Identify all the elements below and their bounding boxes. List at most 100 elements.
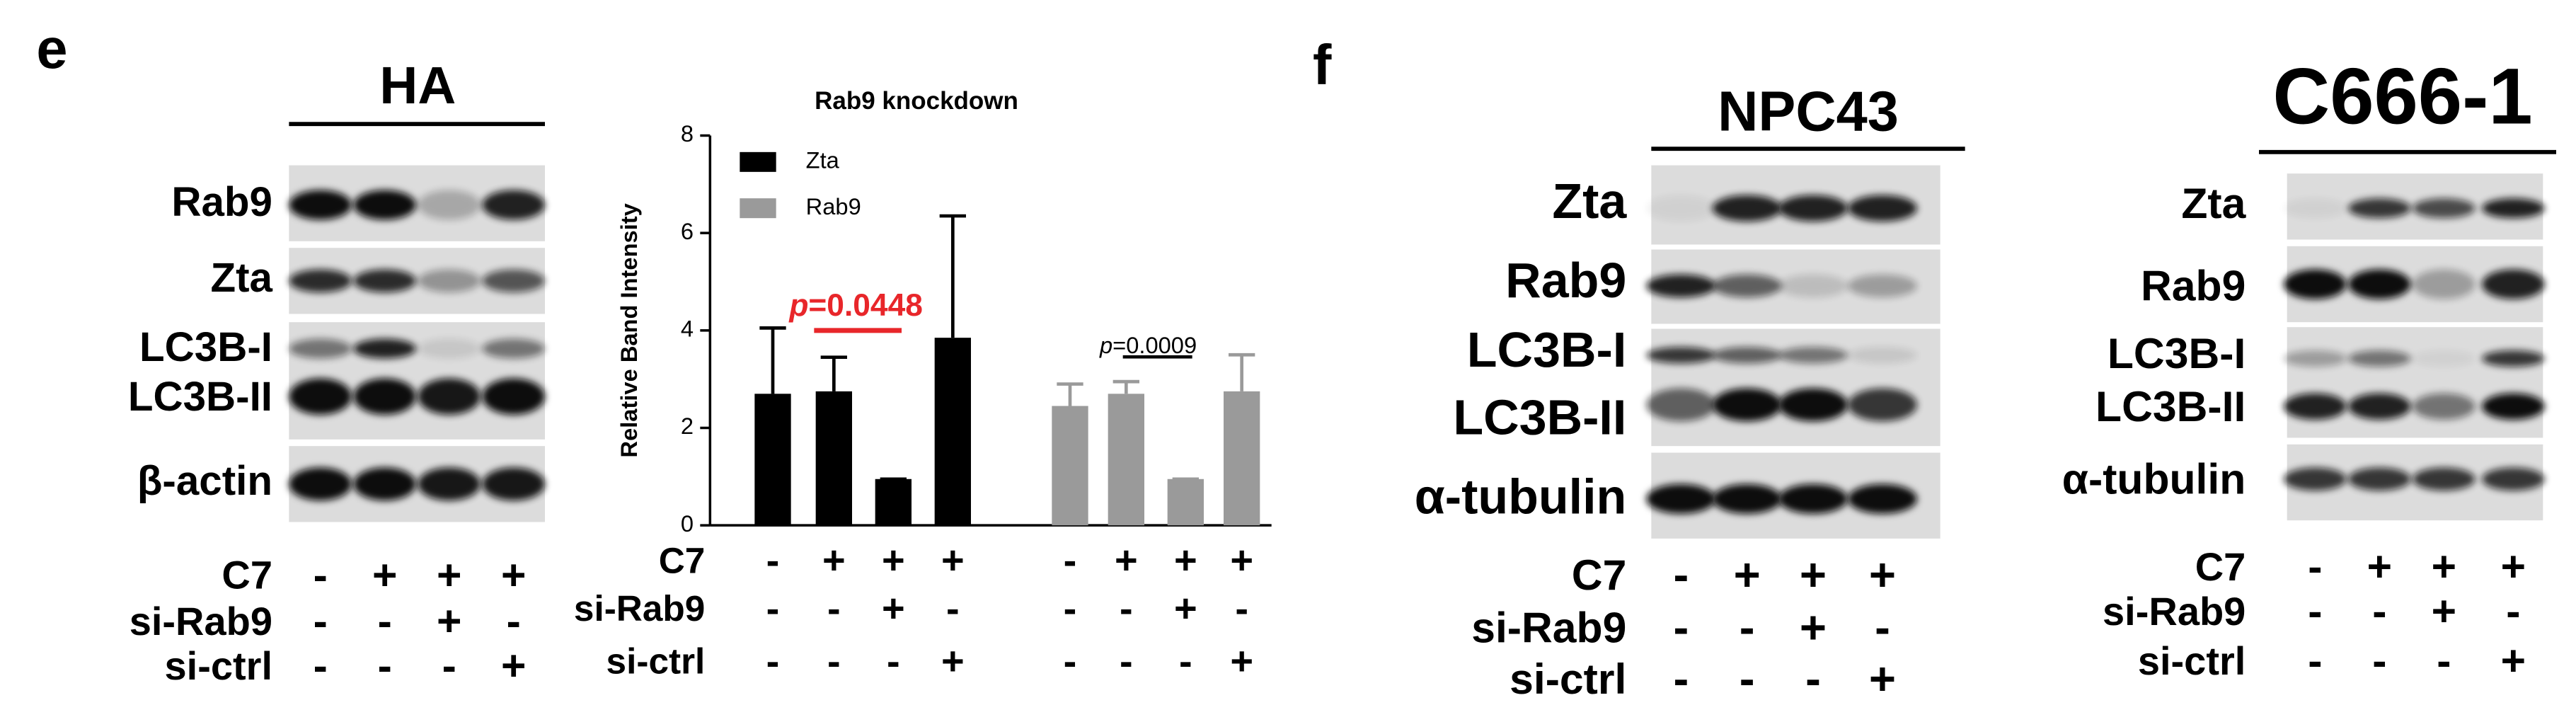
treatment-sign: +	[1800, 549, 1827, 600]
p-value: p=0.0009	[1099, 332, 1197, 358]
treatment-sign: +	[1869, 549, 1896, 600]
p-symbol: p	[788, 288, 808, 323]
y-tick-label: 4	[681, 315, 694, 341]
error-bar	[1112, 379, 1139, 394]
treatment-label: C7	[222, 553, 272, 597]
treatment-sign: -	[766, 638, 780, 683]
blot-band	[1646, 274, 1716, 298]
chart-title: Rab9 knockdown	[815, 87, 1018, 115]
treatment-label: si-ctrl	[165, 643, 272, 688]
blot-band	[1646, 347, 1716, 364]
blot-band	[2413, 467, 2476, 491]
bar	[1052, 406, 1088, 526]
y-tick-label: 0	[681, 510, 694, 537]
panel-letter: e	[36, 17, 67, 80]
bar	[815, 391, 852, 526]
treatment-label: si-Rab9	[2103, 589, 2246, 634]
treatment-sign: -	[1805, 653, 1821, 704]
p-symbol: p	[1099, 332, 1112, 358]
blot-band	[2482, 467, 2545, 491]
treatment-sign: -	[378, 597, 392, 645]
blot-band	[2413, 198, 2476, 219]
treatment-sign: -	[766, 585, 780, 630]
blot-band	[1646, 195, 1716, 222]
treatment-sign: -	[314, 641, 328, 689]
blot-title: C666-1	[2272, 52, 2532, 140]
blot-band	[289, 190, 352, 220]
blot-band	[2413, 350, 2476, 367]
blot-band	[418, 467, 481, 501]
blot-band	[1848, 388, 1917, 422]
treatment-sign: -	[1120, 638, 1133, 683]
treatment-sign: +	[2432, 587, 2456, 635]
error-bar	[759, 326, 786, 394]
treatment-sign: +	[941, 638, 965, 683]
blot-band	[2348, 269, 2411, 299]
treatment-sign: -	[314, 551, 328, 599]
row-label: Rab9	[2141, 262, 2246, 310]
blot-band	[2284, 467, 2347, 491]
y-tick-label: 6	[681, 218, 694, 244]
treatment-sign: -	[2308, 636, 2322, 684]
treatment-sign: +	[1174, 538, 1197, 583]
treatment-sign: +	[941, 538, 965, 583]
treatment-sign: -	[2372, 636, 2386, 684]
blot-band	[289, 338, 352, 359]
blot-band	[1712, 274, 1782, 298]
blot-band	[1778, 195, 1848, 222]
blot-band	[482, 269, 545, 293]
treatment-sign: +	[2432, 542, 2456, 590]
blot-band	[482, 467, 545, 501]
treatment-sign: +	[1734, 549, 1761, 600]
p-text: =0.0448	[808, 288, 922, 323]
blot-band	[2348, 393, 2411, 420]
row-label: Zta	[211, 255, 273, 301]
treatment-sign: +	[1115, 538, 1138, 583]
row-label: LC3B-I	[2108, 329, 2246, 377]
treatment-sign: +	[2367, 542, 2392, 590]
panel-letter: f	[1313, 33, 1332, 96]
error-bar	[939, 214, 966, 338]
blot-band	[482, 338, 545, 359]
treatment-sign: -	[827, 638, 841, 683]
treatment-sign: -	[1875, 602, 1890, 653]
bar	[1108, 394, 1144, 526]
legend-swatch	[740, 151, 776, 172]
treatment-sign: +	[372, 551, 397, 599]
treatment-sign: +	[1230, 538, 1253, 583]
blot-band	[2413, 269, 2476, 299]
bar	[875, 479, 912, 526]
treatment-sign: -	[766, 538, 780, 583]
blot-band	[418, 378, 481, 415]
blot-band	[1712, 483, 1782, 514]
p-value: p=0.0448	[788, 288, 923, 323]
blot-band	[353, 467, 416, 501]
treatment-sign: +	[822, 538, 846, 583]
blot-band	[1848, 483, 1917, 514]
treatment-label: si-Rab9	[1471, 604, 1626, 652]
blot-band	[2348, 467, 2411, 491]
treatment-sign: +	[501, 551, 526, 599]
blot-title: HA	[379, 55, 456, 115]
blot-band	[1848, 195, 1917, 222]
bar	[934, 338, 971, 526]
blot-strip	[2287, 327, 2543, 438]
row-label: α-tubulin	[1415, 469, 1627, 525]
legend-label: Rab9	[806, 193, 861, 219]
blot-band	[482, 378, 545, 415]
blot-band	[482, 190, 545, 220]
row-label: α-tubulin	[2062, 455, 2246, 503]
blot-band	[2482, 269, 2545, 299]
treatment-label: si-ctrl	[606, 641, 706, 682]
treatment-label: C7	[2195, 544, 2246, 589]
treatment-sign: -	[1673, 653, 1689, 704]
blot-strip	[1651, 328, 1940, 447]
treatment-sign: -	[507, 597, 521, 645]
y-tick-label: 2	[681, 413, 694, 439]
bar	[1167, 479, 1204, 526]
error-bar	[1057, 382, 1083, 406]
blot-band	[1778, 274, 1848, 298]
treatment-sign: -	[946, 585, 960, 630]
